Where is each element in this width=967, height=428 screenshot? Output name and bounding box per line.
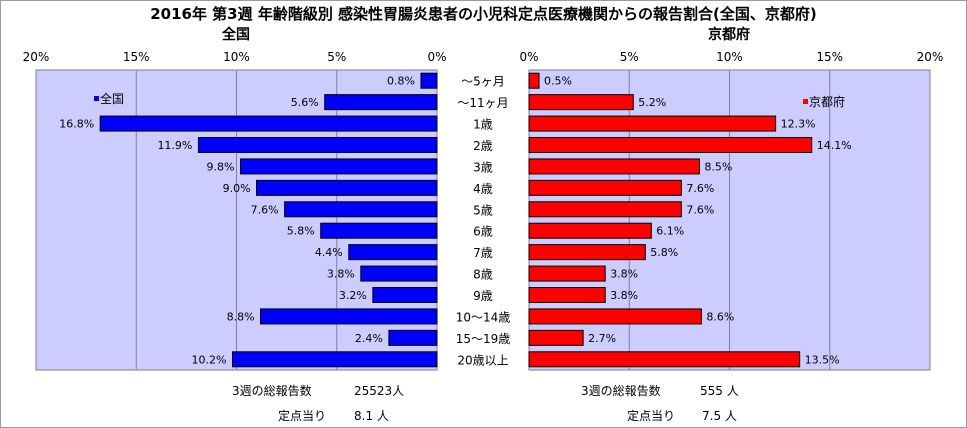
left-data-label: 3.2% bbox=[339, 289, 367, 302]
category-label: 1歳 bbox=[473, 118, 493, 132]
right-bar bbox=[528, 115, 777, 132]
left-bar bbox=[372, 287, 438, 303]
left-per-label: 定点当り bbox=[278, 409, 327, 423]
left-tick-label: 20% bbox=[23, 50, 50, 64]
left-tick-label: 0% bbox=[427, 50, 446, 64]
right-data-label: 8.5% bbox=[704, 160, 732, 173]
right-total-value: 555 人 bbox=[700, 384, 739, 398]
right-tick-label: 15% bbox=[816, 50, 843, 64]
right-data-label: 3.8% bbox=[610, 268, 638, 281]
left-bar bbox=[360, 265, 438, 282]
left-data-label: 5.8% bbox=[287, 225, 315, 238]
category-label: 3歳 bbox=[473, 160, 493, 174]
right-per-label: 定点当り bbox=[627, 409, 676, 423]
right-panel-title: 京都府 bbox=[708, 27, 750, 43]
right-bar bbox=[528, 351, 801, 368]
left-bar bbox=[231, 351, 438, 368]
category-label: 9歳 bbox=[473, 289, 493, 303]
category-label: 6歳 bbox=[473, 225, 493, 239]
left-data-label: 3.8% bbox=[327, 268, 355, 281]
left-data-label: 11.9% bbox=[157, 139, 192, 152]
left-data-label: 10.2% bbox=[192, 353, 227, 366]
left-data-label: 9.0% bbox=[223, 182, 251, 195]
category-label: 8歳 bbox=[473, 268, 493, 282]
left-bar bbox=[348, 244, 438, 261]
right-bar bbox=[528, 179, 682, 196]
left-bar bbox=[388, 329, 438, 346]
left-bar bbox=[284, 201, 438, 218]
right-legend-label: 京都府 bbox=[809, 94, 845, 109]
left-tick-label: 15% bbox=[123, 50, 150, 64]
left-total-value: 25523人 bbox=[354, 384, 405, 398]
left-data-label: 7.6% bbox=[251, 203, 279, 216]
chart-title: 2016年 第3週 年齢階級別 感染性胃腸炎患者の小児科定点医療機関からの報告割… bbox=[150, 5, 817, 23]
right-data-label: 7.6% bbox=[686, 203, 714, 216]
category-label: 2歳 bbox=[473, 139, 493, 153]
left-per-value: 8.1 人 bbox=[354, 409, 389, 423]
right-tick-label: 10% bbox=[716, 50, 743, 64]
right-bar bbox=[528, 329, 584, 346]
right-data-label: 13.5% bbox=[805, 353, 840, 366]
right-data-label: 5.8% bbox=[650, 246, 678, 259]
left-tick-label: 5% bbox=[327, 50, 346, 64]
right-bar bbox=[528, 137, 813, 153]
right-data-label: 14.1% bbox=[817, 139, 852, 152]
right-data-label: 2.7% bbox=[588, 332, 616, 345]
left-legend-label: 全国 bbox=[100, 91, 124, 106]
right-data-label: 6.1% bbox=[656, 225, 684, 238]
right-bar bbox=[528, 308, 702, 325]
left-data-label: 5.6% bbox=[291, 96, 319, 109]
left-data-label: 4.4% bbox=[315, 246, 343, 259]
left-bar bbox=[240, 158, 438, 175]
right-bar bbox=[528, 222, 652, 239]
left-data-label: 0.8% bbox=[387, 75, 415, 88]
left-bar bbox=[256, 179, 438, 196]
right-total-label: 3週の総報告数 bbox=[581, 384, 661, 398]
right-per-value: 7.5 人 bbox=[702, 409, 737, 423]
left-data-label: 16.8% bbox=[59, 118, 94, 131]
left-data-label: 9.8% bbox=[207, 160, 235, 173]
right-bar bbox=[528, 287, 606, 303]
right-bar bbox=[528, 158, 700, 175]
left-total-label: 3週の総報告数 bbox=[232, 384, 312, 398]
right-tick-label: 5% bbox=[620, 50, 639, 64]
right-data-label: 8.6% bbox=[706, 310, 734, 323]
left-data-label: 2.4% bbox=[355, 332, 383, 345]
right-data-label: 0.5% bbox=[544, 75, 572, 88]
category-label: 15～19歳 bbox=[456, 332, 511, 346]
left-tick-label: 10% bbox=[223, 50, 250, 64]
left-bar bbox=[260, 308, 438, 325]
category-label: ～11ヶ月 bbox=[457, 96, 508, 110]
left-bar bbox=[197, 137, 438, 153]
category-label: 7歳 bbox=[473, 246, 493, 260]
category-label: 5歳 bbox=[473, 203, 493, 217]
left-bar bbox=[324, 94, 438, 111]
right-data-label: 12.3% bbox=[781, 118, 816, 131]
left-data-label: 8.8% bbox=[227, 310, 255, 323]
left-legend-swatch bbox=[94, 96, 99, 101]
right-data-label: 5.2% bbox=[638, 96, 666, 109]
right-legend-swatch bbox=[803, 99, 808, 104]
left-bar bbox=[99, 115, 438, 132]
left-panel-title: 全国 bbox=[222, 27, 250, 43]
category-label: 10～14歳 bbox=[456, 310, 511, 324]
right-data-label: 3.8% bbox=[610, 289, 638, 302]
right-bar bbox=[528, 201, 682, 218]
right-bar bbox=[528, 244, 646, 261]
right-bar bbox=[528, 72, 540, 89]
right-bar bbox=[528, 94, 634, 111]
category-label: 4歳 bbox=[473, 182, 493, 196]
category-label: ～5ヶ月 bbox=[461, 75, 505, 89]
right-tick-label: 20% bbox=[917, 50, 944, 64]
right-bar bbox=[528, 265, 606, 282]
left-bar bbox=[320, 222, 438, 239]
right-tick-label: 0% bbox=[519, 50, 538, 64]
category-label: 20歳以上 bbox=[457, 353, 508, 367]
right-data-label: 7.6% bbox=[686, 182, 714, 195]
left-bar bbox=[420, 72, 438, 89]
